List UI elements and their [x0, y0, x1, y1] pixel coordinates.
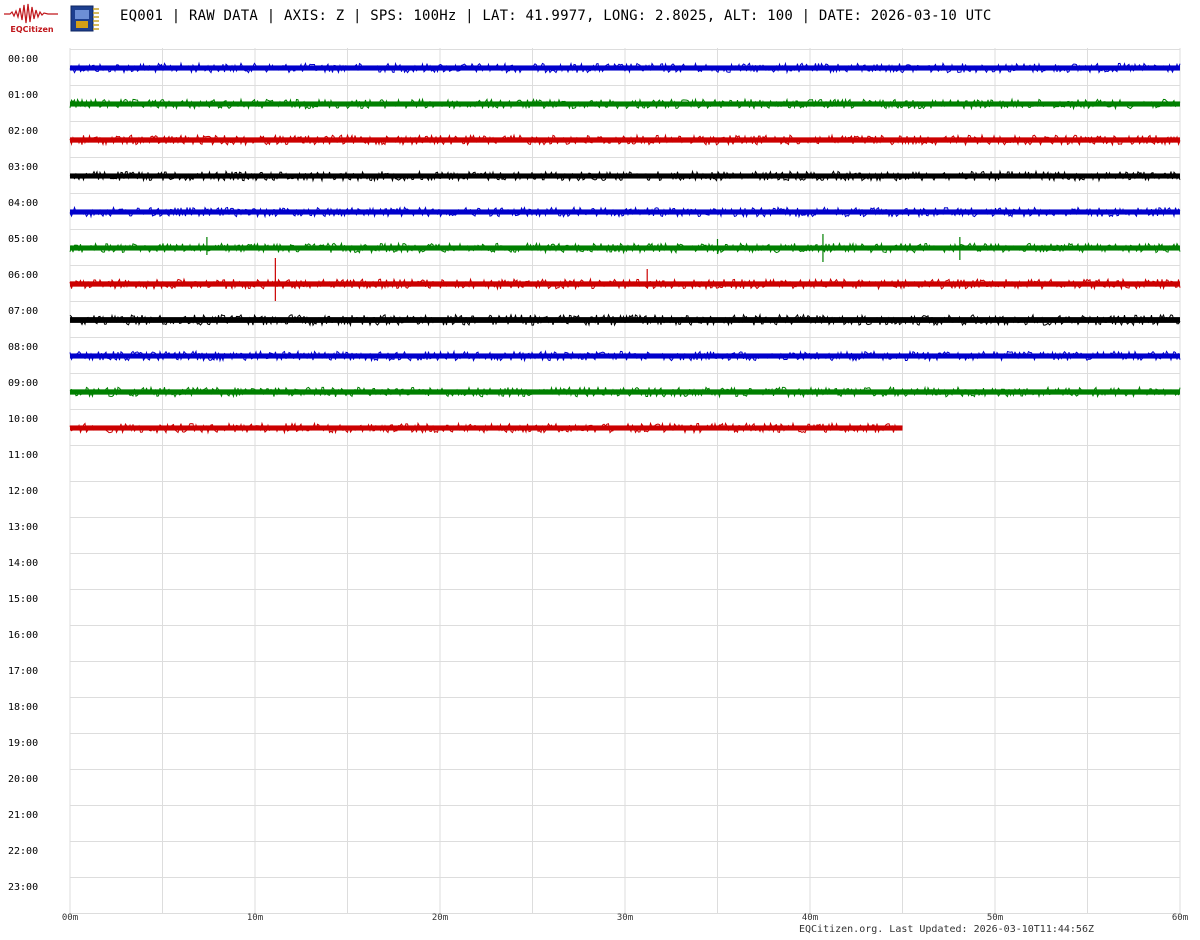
- row-label-2000: 20:00: [8, 774, 38, 785]
- row-label-2200: 22:00: [8, 846, 38, 857]
- x-tick-label-50m: 50m: [987, 913, 1003, 923]
- x-tick-label-60m: 60m: [1172, 913, 1188, 923]
- trace-band-0800: [70, 353, 1180, 359]
- row-label-0500: 05:00: [8, 234, 38, 245]
- chart-title: EQ001 | RAW DATA | AXIS: Z | SPS: 100Hz …: [120, 8, 992, 24]
- trace-line-0700: [69, 313, 1181, 328]
- header: EQCitizen EQ001 | RAW DATA | AXIS: Z | S…: [0, 0, 1200, 36]
- trace-band-0000: [70, 65, 1180, 71]
- trace-line-0200: [69, 133, 1181, 147]
- row-label-0100: 01:00: [8, 90, 38, 101]
- row-label-0800: 08:00: [8, 342, 38, 353]
- x-tick-label-40m: 40m: [802, 913, 818, 923]
- x-tick-label-30m: 30m: [617, 913, 633, 923]
- trace-line-0300: [69, 169, 1181, 183]
- row-label-1900: 19:00: [8, 738, 38, 749]
- x-tick-label-20m: 20m: [432, 913, 448, 923]
- trace-line-1000: [69, 421, 903, 435]
- trace-band-0400: [70, 209, 1180, 215]
- x-tick-label-10m: 10m: [247, 913, 263, 923]
- trace-line-0000: [69, 61, 1181, 75]
- seismic-traces: [69, 61, 1181, 435]
- hour-row-labels: 00:00 01:00 02:00 03:00 04:00 05:00 06:00 07:00…: [8, 54, 38, 893]
- row-label-1300: 13:00: [8, 522, 38, 533]
- row-label-1800: 18:00: [8, 702, 38, 713]
- row-label-2100: 21:00: [8, 810, 38, 821]
- trace-band-0700: [70, 317, 1180, 323]
- row-label-0200: 02:00: [8, 126, 38, 137]
- row-label-0000: 00:00: [8, 54, 38, 65]
- trace-band-0200: [70, 137, 1180, 143]
- row-label-0300: 03:00: [8, 162, 38, 173]
- row-label-2300: 23:00: [8, 882, 38, 893]
- row-label-0400: 04:00: [8, 198, 38, 209]
- trace-line-0400: [69, 205, 1181, 219]
- microchip-icon: [68, 5, 100, 32]
- row-label-1500: 15:00: [8, 594, 38, 605]
- grid: [69, 48, 1181, 914]
- row-label-0700: 07:00: [8, 306, 38, 317]
- x-tick-label-00m: 00m: [62, 913, 78, 923]
- trace-line-0500: [69, 241, 1181, 255]
- trace-line-0900: [69, 385, 1181, 399]
- logo-text: EQCitizen: [10, 25, 54, 34]
- row-label-1400: 14:00: [8, 558, 38, 569]
- seismograph-logo-icon[interactable]: EQCitizen: [4, 2, 58, 34]
- trace-band-0600: [70, 281, 1180, 287]
- row-label-1100: 11:00: [8, 450, 38, 461]
- row-label-1600: 16:00: [8, 630, 38, 641]
- trace-line-0600: [69, 277, 1181, 291]
- trace-line-0100: [69, 97, 1181, 111]
- row-label-1200: 12:00: [8, 486, 38, 497]
- row-label-1000: 10:00: [8, 414, 38, 425]
- minute-axis-labels: 00m 10m 20m 30m 40m 50m 60m: [62, 913, 1188, 923]
- footer-last-updated: EQCitizen.org. Last Updated: 2026-03-10T…: [798, 924, 1094, 935]
- row-label-0600: 06:00: [8, 270, 38, 281]
- row-label-1700: 17:00: [8, 666, 38, 677]
- row-label-0900: 09:00: [8, 378, 38, 389]
- trace-line-0800: [69, 349, 1181, 363]
